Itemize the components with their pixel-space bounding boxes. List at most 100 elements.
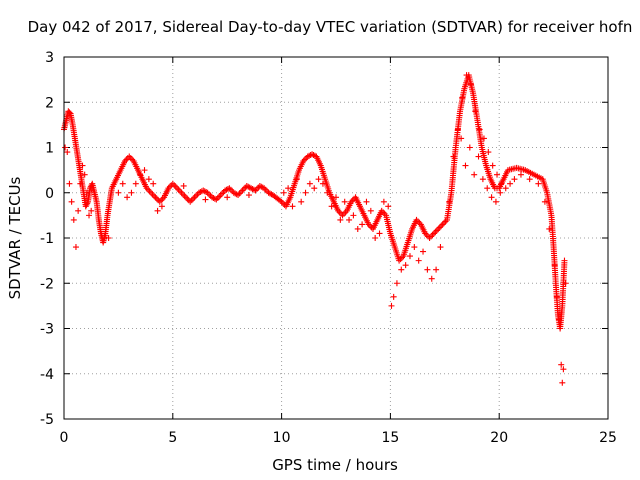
data-point bbox=[178, 189, 185, 196]
data-point bbox=[454, 126, 461, 133]
data-point bbox=[372, 235, 379, 241]
data-point bbox=[562, 280, 569, 287]
data-point bbox=[280, 189, 287, 196]
data-point bbox=[492, 198, 499, 205]
data-point bbox=[517, 171, 524, 178]
data-point bbox=[436, 224, 443, 231]
x-tick-label: 25 bbox=[599, 430, 617, 446]
data-point bbox=[497, 189, 504, 196]
data-point bbox=[494, 171, 501, 178]
data-point bbox=[466, 144, 473, 151]
data-point bbox=[79, 162, 86, 169]
data-point bbox=[175, 186, 182, 193]
data-point bbox=[428, 275, 435, 282]
data-point bbox=[190, 195, 197, 202]
data-point bbox=[66, 109, 73, 116]
x-tick-label: 0 bbox=[60, 430, 69, 446]
data-point bbox=[406, 253, 413, 260]
data-point bbox=[298, 198, 305, 205]
data-point bbox=[302, 189, 309, 196]
data-point bbox=[424, 266, 431, 273]
data-point bbox=[219, 190, 226, 197]
data-point bbox=[227, 186, 234, 193]
data-point bbox=[346, 216, 353, 223]
data-point bbox=[149, 191, 156, 198]
data-point bbox=[498, 180, 505, 187]
data-point bbox=[289, 203, 296, 210]
data-point bbox=[559, 379, 566, 386]
data-point bbox=[311, 185, 318, 192]
data-point bbox=[88, 207, 95, 214]
data-point bbox=[402, 262, 409, 269]
data-point bbox=[150, 192, 157, 199]
plot-frame bbox=[63, 56, 609, 420]
data-point bbox=[340, 210, 347, 217]
data-point bbox=[459, 94, 466, 101]
data-point bbox=[182, 194, 189, 201]
data-point bbox=[438, 222, 445, 229]
data-point bbox=[560, 366, 567, 373]
data-point bbox=[546, 225, 553, 232]
data-point bbox=[541, 198, 548, 205]
y-tick-labels: -5 -4 -3 -2 -1 0 1 2 3 bbox=[40, 50, 54, 428]
data-point bbox=[526, 176, 533, 183]
data-point bbox=[367, 207, 374, 214]
x-tick-label: 20 bbox=[490, 430, 508, 446]
data-point bbox=[428, 233, 435, 240]
data-point bbox=[561, 257, 568, 264]
data-point bbox=[86, 212, 93, 219]
data-point bbox=[337, 216, 344, 223]
data-point bbox=[437, 244, 444, 251]
data-point bbox=[315, 176, 322, 183]
data-point bbox=[81, 171, 88, 178]
data-point bbox=[181, 192, 188, 199]
data-point bbox=[441, 219, 448, 226]
data-point bbox=[489, 162, 496, 169]
data-point bbox=[119, 180, 126, 187]
data-point bbox=[83, 189, 90, 196]
data-point bbox=[148, 189, 155, 196]
data-point bbox=[191, 194, 198, 201]
data-point bbox=[77, 180, 84, 187]
data-point bbox=[458, 135, 465, 142]
y-axis-label: SDTVAR / TECUs bbox=[6, 176, 24, 299]
data-point bbox=[439, 221, 446, 228]
data-point bbox=[388, 302, 395, 309]
data-point bbox=[446, 198, 453, 205]
chart-title: Day 042 of 2017, Sidereal Day-to-day VTE… bbox=[28, 18, 633, 36]
data-point bbox=[171, 182, 178, 189]
data-point bbox=[126, 153, 133, 160]
data-point bbox=[324, 189, 331, 196]
data-point bbox=[124, 194, 131, 201]
data-point bbox=[411, 244, 418, 251]
data-point bbox=[217, 192, 224, 199]
data-point bbox=[293, 176, 300, 183]
data-point bbox=[141, 167, 148, 174]
data-point bbox=[127, 155, 134, 162]
data-point bbox=[158, 203, 165, 210]
y-tick-label: -4 bbox=[40, 367, 54, 383]
data-point bbox=[179, 191, 186, 198]
data-point bbox=[188, 197, 195, 204]
data-point bbox=[551, 262, 558, 269]
data-point bbox=[214, 195, 221, 202]
data-point bbox=[432, 228, 439, 235]
data-point bbox=[169, 180, 176, 187]
data-point bbox=[193, 192, 200, 199]
data-point bbox=[359, 221, 366, 228]
data-point bbox=[150, 180, 157, 187]
data-point bbox=[354, 225, 361, 232]
data-point bbox=[467, 81, 474, 88]
data-point bbox=[475, 153, 482, 160]
data-point bbox=[177, 188, 184, 195]
data-point bbox=[145, 176, 152, 183]
data-point bbox=[184, 195, 191, 202]
data-point bbox=[433, 266, 440, 273]
data-point bbox=[398, 266, 405, 273]
y-tick-label: -3 bbox=[40, 322, 54, 338]
data-point bbox=[201, 188, 208, 195]
data-point bbox=[471, 171, 478, 178]
y-tick-label: -2 bbox=[40, 276, 54, 292]
data-point bbox=[363, 198, 370, 205]
